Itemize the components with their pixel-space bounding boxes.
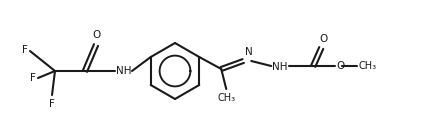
Text: N: N xyxy=(245,47,253,57)
Text: O: O xyxy=(93,30,101,40)
Text: F: F xyxy=(30,73,36,83)
Text: NH: NH xyxy=(116,66,131,76)
Text: O: O xyxy=(335,61,344,71)
Text: CH₃: CH₃ xyxy=(217,93,235,103)
Text: CH₃: CH₃ xyxy=(357,61,375,71)
Text: NH: NH xyxy=(272,62,287,72)
Text: O: O xyxy=(318,34,327,44)
Text: F: F xyxy=(22,45,28,55)
Text: F: F xyxy=(49,99,55,109)
